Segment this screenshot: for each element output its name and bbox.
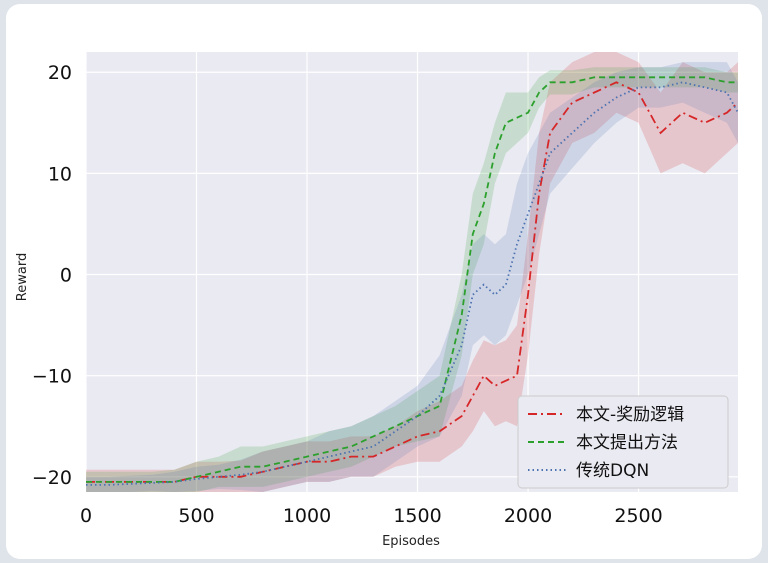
- x-tick-label: 2000: [504, 505, 552, 527]
- x-tick-label: 500: [178, 505, 214, 527]
- y-axis-label: Reward: [15, 253, 30, 301]
- x-tick-label: 1000: [283, 505, 331, 527]
- x-tick-label: 0: [80, 505, 92, 527]
- y-tick-label: 10: [48, 163, 72, 185]
- y-tick-label: 0: [60, 265, 72, 287]
- x-tick-label: 1500: [393, 505, 441, 527]
- y-tick-label: −10: [32, 366, 72, 388]
- legend-label-1: 本文提出方法: [576, 433, 678, 453]
- x-axis-label: Episodes: [382, 534, 440, 549]
- confidence-band-series-2: [86, 62, 738, 492]
- y-tick-label: −20: [32, 467, 72, 489]
- confidence-bands: [86, 52, 738, 492]
- legend-box: [517, 395, 729, 489]
- legend-label-2: 传统DQN: [576, 461, 649, 481]
- legend-label-0: 本文-奖励逻辑: [576, 405, 684, 425]
- confidence-band-series-0: [86, 52, 738, 492]
- confidence-band-series-1: [86, 67, 738, 492]
- series-lines: [86, 76, 739, 486]
- y-tick-label: 20: [48, 62, 72, 84]
- series-line-1: [86, 76, 738, 483]
- tick-labels: 0 500 1000 1500 2000 2500 −20 −10 0 10 20: [32, 62, 663, 527]
- series-line-0: [86, 81, 739, 483]
- x-tick-label: 2500: [614, 505, 662, 527]
